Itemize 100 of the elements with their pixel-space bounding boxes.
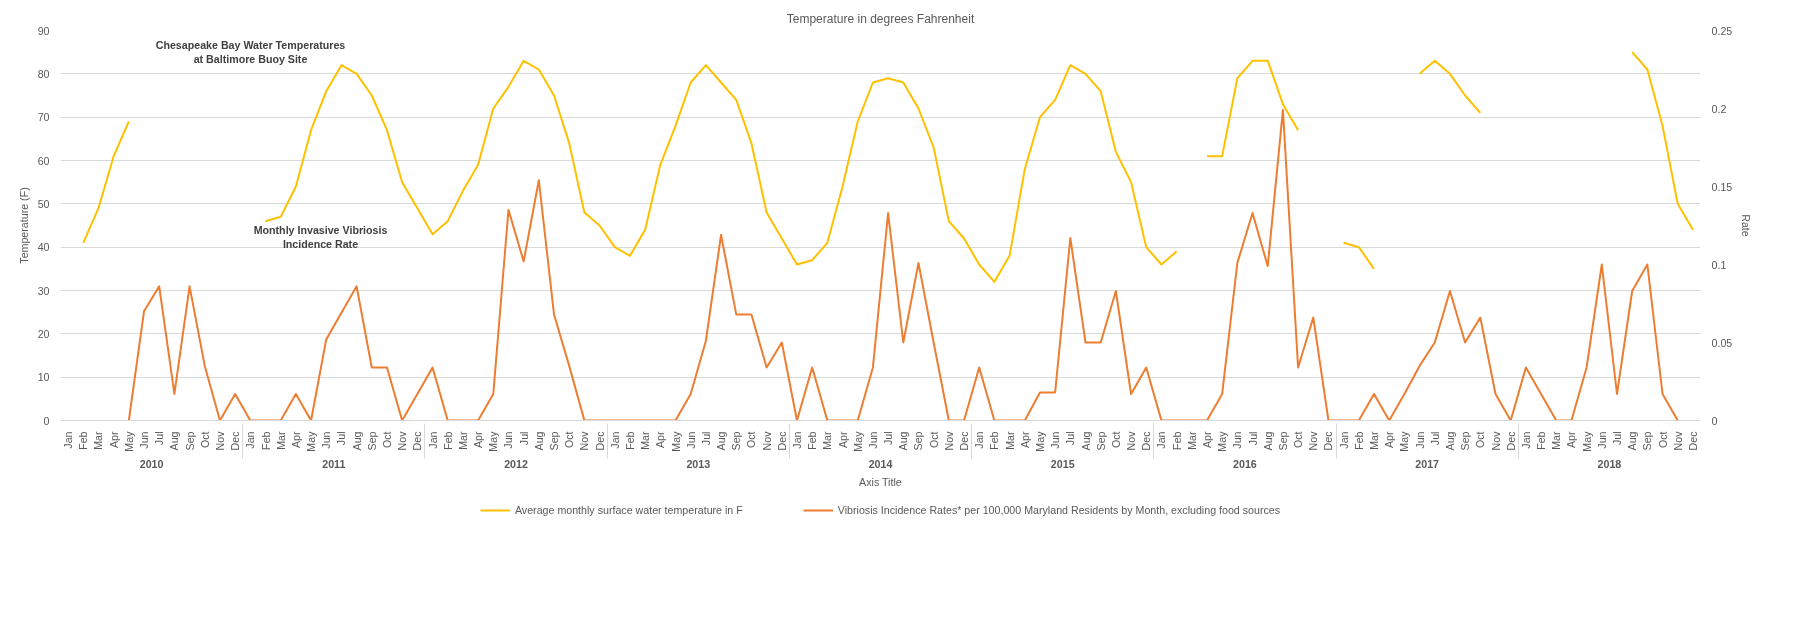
x-tick-label: Jul bbox=[882, 431, 895, 446]
x-tick-label: Nov bbox=[1671, 430, 1684, 451]
x-tick-label: Dec bbox=[1504, 430, 1517, 451]
chart-title: Temperature in degrees Fahrenheit bbox=[786, 11, 975, 26]
x-tick-label: Oct bbox=[745, 431, 758, 449]
text: 2017 bbox=[1415, 457, 1440, 470]
x-tick-label: Feb bbox=[1170, 431, 1183, 450]
y-tick-label: 10 bbox=[37, 371, 50, 384]
x-tick-label: Dec bbox=[593, 430, 606, 451]
x-tick-label: Aug bbox=[350, 431, 363, 451]
x-tick-label: Feb bbox=[988, 431, 1001, 450]
x-tick-label: Feb bbox=[806, 431, 819, 450]
x-tick-label: Nov bbox=[760, 430, 773, 451]
y-axis-title: Temperature (F) bbox=[17, 187, 30, 264]
x-tick-label: Apr bbox=[836, 431, 849, 449]
y2-tick-label: 0.25 bbox=[1711, 24, 1733, 37]
x-tick-label: Dec bbox=[1686, 430, 1699, 451]
x-tick-label: Sep bbox=[365, 431, 378, 451]
x-tick-label: Dec bbox=[411, 430, 424, 451]
text: 2011 bbox=[322, 457, 346, 470]
x-tick-label: Aug bbox=[168, 431, 181, 451]
x-tick-label: Dec bbox=[1322, 430, 1335, 451]
x-tick-label: Aug bbox=[715, 431, 728, 451]
x-tick-label: Dec bbox=[1140, 430, 1153, 451]
x-tick-label: Jan bbox=[426, 431, 439, 449]
x-tick-label: May bbox=[122, 430, 135, 452]
x-tick-label: Nov bbox=[1125, 430, 1138, 451]
x-tick-label: Apr bbox=[1383, 431, 1396, 449]
x-tick-label: Jul bbox=[1064, 431, 1077, 446]
x-tick-label: Apr bbox=[289, 431, 302, 449]
y2-tick-label: 0 bbox=[1711, 414, 1718, 427]
legend-label: Average monthly surface water temperature in F bbox=[514, 504, 743, 516]
x-tick-label: Jan bbox=[973, 431, 986, 449]
text: 2014 bbox=[868, 457, 893, 470]
x-tick-label: Jan bbox=[62, 431, 75, 449]
x-tick-label: Dec bbox=[958, 430, 971, 451]
x-tick-label: Nov bbox=[213, 430, 226, 451]
x-tick-label: May bbox=[1580, 430, 1593, 452]
y2-tick-label: 0.2 bbox=[1711, 102, 1727, 115]
x-tick-label: May bbox=[1398, 430, 1411, 452]
x-tick-label: Oct bbox=[1474, 431, 1487, 449]
x-tick-label: Jul bbox=[699, 431, 712, 446]
x-tick-label: Mar bbox=[456, 431, 469, 450]
x-tick-label: Jan bbox=[1337, 431, 1350, 449]
x-tick-label: Feb bbox=[259, 431, 272, 450]
text: 2013 bbox=[686, 457, 711, 470]
x-tick-label: Feb bbox=[623, 431, 636, 450]
y2-tick-label: 0.15 bbox=[1711, 180, 1733, 193]
x-tick-label: Jan bbox=[608, 431, 621, 449]
x-tick-label: Jun bbox=[1595, 431, 1608, 449]
annotation: Monthly Invasive Vibriosis Incidence Rate bbox=[253, 224, 388, 251]
x-tick-label: Sep bbox=[548, 431, 561, 451]
text: 2010 bbox=[139, 457, 164, 470]
x-tick-label: Apr bbox=[654, 431, 667, 449]
x-tick-label: Aug bbox=[1079, 431, 1092, 451]
x-tick-label: Feb bbox=[1352, 431, 1365, 450]
x-tick-label: Apr bbox=[1200, 431, 1213, 449]
x-tick-label: Oct bbox=[380, 431, 393, 449]
x-tick-label: Mar bbox=[92, 431, 105, 450]
x-tick-label: Oct bbox=[1109, 431, 1122, 449]
x-tick-label: Jul bbox=[517, 431, 530, 446]
x-tick-label: Jun bbox=[502, 431, 515, 449]
y-tick-label: 50 bbox=[37, 197, 50, 210]
x-tick-label: Aug bbox=[1626, 431, 1639, 451]
y-tick-label: 70 bbox=[37, 111, 50, 124]
y2-axis-title: Rate bbox=[1740, 214, 1753, 237]
x-tick-label: Sep bbox=[1094, 431, 1107, 451]
x-tick-label: May bbox=[851, 430, 864, 452]
x-tick-label: Sep bbox=[1641, 431, 1654, 451]
x-tick-label: Apr bbox=[107, 431, 120, 449]
x-tick-label: Apr bbox=[1565, 431, 1578, 449]
x-tick-label: Jul bbox=[1428, 431, 1441, 446]
x-tick-label: Oct bbox=[563, 431, 576, 449]
x-tick-label: Sep bbox=[183, 431, 196, 451]
x-tick-label: Apr bbox=[1018, 431, 1031, 449]
x-tick-label: Mar bbox=[1003, 431, 1016, 450]
x-tick-label: May bbox=[1033, 430, 1046, 452]
x-tick-label: Mar bbox=[274, 431, 287, 450]
x-tick-label: Sep bbox=[912, 431, 925, 451]
x-tick-label: Oct bbox=[1656, 431, 1669, 449]
x-tick-label: Sep bbox=[1276, 431, 1289, 451]
y2-tick-label: 0.1 bbox=[1711, 258, 1727, 271]
x-tick-label: Jan bbox=[244, 431, 257, 449]
x-tick-label: Aug bbox=[1261, 431, 1274, 451]
x-tick-label: Feb bbox=[441, 431, 454, 450]
x-tick-label: Aug bbox=[1443, 431, 1456, 451]
x-tick-label: Mar bbox=[1550, 431, 1563, 450]
x-tick-label: Sep bbox=[1459, 431, 1472, 451]
x-tick-label: Nov bbox=[1489, 430, 1502, 451]
x-tick-label: Jul bbox=[1246, 431, 1259, 446]
x-tick-label: Jan bbox=[1519, 431, 1532, 449]
x-tick-label: Jul bbox=[153, 431, 166, 446]
x-tick-label: Mar bbox=[821, 431, 834, 450]
x-tick-label: Jun bbox=[866, 431, 879, 449]
x-tick-label: Nov bbox=[1307, 430, 1320, 451]
x-tick-label: Mar bbox=[1185, 431, 1198, 450]
x-tick-label: May bbox=[487, 430, 500, 452]
y-tick-label: 30 bbox=[37, 284, 50, 297]
x-tick-label: Feb bbox=[77, 431, 90, 450]
y-tick-label: 90 bbox=[37, 24, 50, 37]
